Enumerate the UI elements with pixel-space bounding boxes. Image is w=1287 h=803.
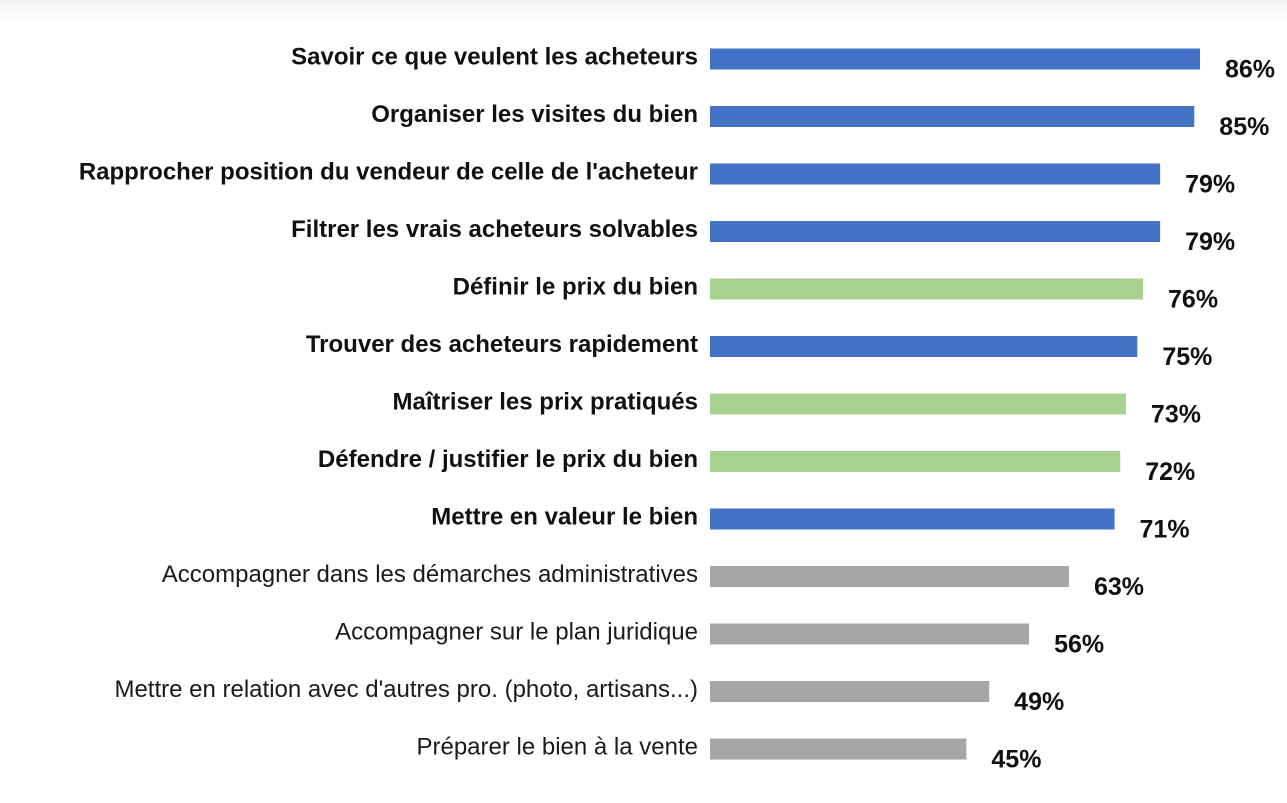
category-label: Savoir ce que veulent les acheteurs xyxy=(291,43,698,70)
top-shade xyxy=(0,0,1287,22)
bar xyxy=(710,738,967,760)
bar xyxy=(710,508,1115,530)
bar xyxy=(710,451,1121,472)
category-label: Mettre en valeur le bien xyxy=(431,503,698,530)
bar xyxy=(710,566,1069,587)
category-label: Préparer le bien à la vente xyxy=(416,733,698,760)
bar xyxy=(710,48,1200,70)
value-label: 79% xyxy=(1185,171,1235,199)
bar xyxy=(710,623,1030,645)
category-label: Accompagner sur le plan juridique xyxy=(335,618,698,645)
bar xyxy=(710,336,1138,357)
value-label: 75% xyxy=(1162,343,1212,371)
bar xyxy=(710,106,1195,127)
bar xyxy=(710,278,1144,300)
bar xyxy=(710,163,1161,185)
category-label: Définir le prix du bien xyxy=(453,273,698,300)
category-label: Filtrer les vrais acheteurs solvables xyxy=(291,216,698,243)
category-label: Défendre / justifier le prix du bien xyxy=(318,446,698,473)
value-label: 85% xyxy=(1219,113,1269,141)
value-label: 73% xyxy=(1151,401,1201,429)
category-label: Trouver des acheteurs rapidement xyxy=(306,331,698,358)
category-label: Maîtriser les prix pratiqués xyxy=(393,388,698,415)
value-label: 76% xyxy=(1168,286,1218,314)
value-label: 63% xyxy=(1094,573,1144,601)
value-label: 49% xyxy=(1014,688,1064,716)
bar xyxy=(710,681,990,702)
category-label: Accompagner dans les démarches administr… xyxy=(162,561,698,588)
value-label: 72% xyxy=(1145,458,1195,486)
category-label: Mettre en relation avec d'autres pro. (p… xyxy=(114,676,698,703)
category-label: Rapprocher position du vendeur de celle … xyxy=(79,158,698,185)
value-label: 79% xyxy=(1185,228,1235,256)
value-label: 86% xyxy=(1225,56,1275,84)
value-label: 56% xyxy=(1054,631,1104,659)
bar xyxy=(710,221,1161,242)
category-label: Organiser les visites du bien xyxy=(371,101,698,128)
value-label: 45% xyxy=(991,746,1041,774)
bar xyxy=(710,393,1126,415)
value-label: 71% xyxy=(1140,516,1190,544)
